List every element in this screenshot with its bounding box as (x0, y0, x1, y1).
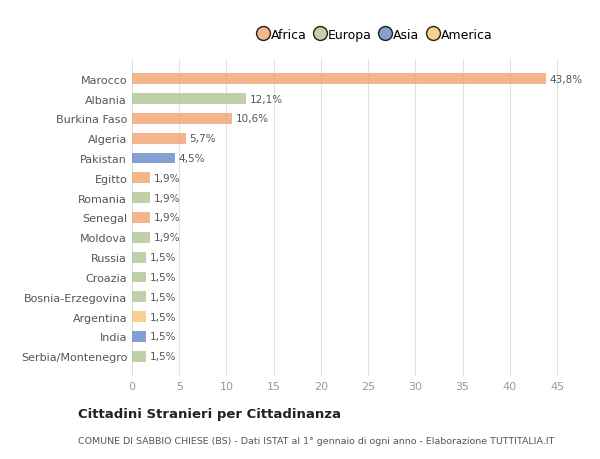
Bar (132, 292, 146, 302)
Text: 4,5%: 4,5% (178, 154, 205, 164)
Text: COMUNE DI SABBIO CHIESE (BS) - Dati ISTAT al 1° gennaio di ogni anno - Elaborazi: COMUNE DI SABBIO CHIESE (BS) - Dati ISTA… (78, 436, 554, 445)
Text: 12,1%: 12,1% (250, 94, 283, 104)
Bar (132, 351, 146, 362)
Bar (132, 134, 186, 144)
Text: 1,5%: 1,5% (150, 292, 176, 302)
Text: 5,7%: 5,7% (190, 134, 216, 144)
Bar (132, 232, 150, 243)
Text: Cittadini Stranieri per Cittadinanza: Cittadini Stranieri per Cittadinanza (78, 407, 341, 420)
Bar (132, 331, 146, 342)
Text: 43,8%: 43,8% (550, 74, 583, 84)
Text: 1,5%: 1,5% (150, 352, 176, 362)
Legend: Africa, Europa, Asia, America: Africa, Europa, Asia, America (256, 25, 496, 45)
Bar (132, 94, 247, 105)
Bar (132, 272, 146, 283)
Bar (132, 312, 146, 322)
Text: 1,9%: 1,9% (154, 213, 180, 223)
Text: 1,5%: 1,5% (150, 312, 176, 322)
Bar (132, 213, 150, 224)
Bar (132, 74, 546, 85)
Text: 1,5%: 1,5% (150, 252, 176, 263)
Bar (132, 193, 150, 204)
Bar (132, 114, 232, 124)
Text: 1,5%: 1,5% (150, 272, 176, 282)
Bar (132, 173, 150, 184)
Bar (132, 252, 146, 263)
Text: 10,6%: 10,6% (236, 114, 269, 124)
Text: 1,9%: 1,9% (154, 174, 180, 184)
Text: 1,9%: 1,9% (154, 233, 180, 243)
Text: 1,9%: 1,9% (154, 193, 180, 203)
Bar (132, 153, 175, 164)
Text: 1,5%: 1,5% (150, 332, 176, 342)
